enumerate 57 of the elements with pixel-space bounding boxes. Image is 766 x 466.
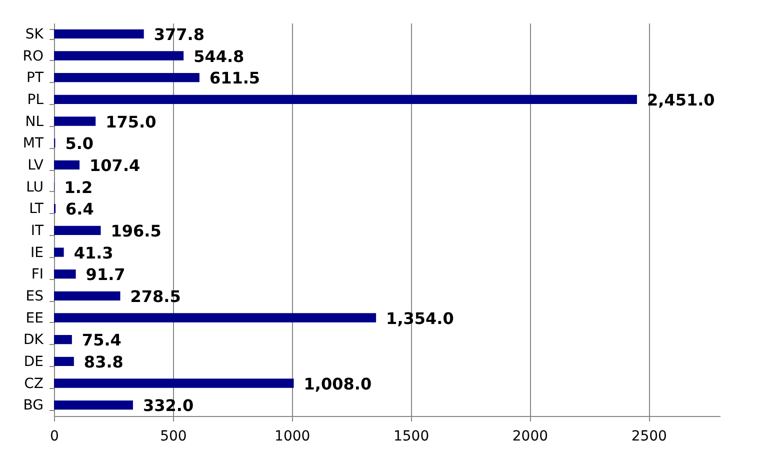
data-label: 1,008.0	[304, 374, 372, 394]
data-label: 278.5	[130, 286, 181, 306]
y-tick-label: IT	[30, 222, 44, 239]
y-tick-label: SK	[25, 26, 44, 42]
data-label: 332.0	[142, 396, 194, 416]
data-label: 41.3	[74, 243, 114, 262]
bar	[54, 270, 76, 279]
bar	[54, 160, 80, 170]
y-tick-label: BG	[23, 398, 44, 414]
data-label: 196.5	[110, 221, 162, 240]
bar	[54, 116, 96, 126]
y-tick-label: FI	[31, 266, 44, 283]
y-tick-label: MT	[22, 136, 44, 152]
data-label: 6.4	[66, 200, 94, 219]
x-tick-label: 0	[50, 428, 59, 444]
y-tick-label: CZ	[24, 376, 44, 392]
bar	[54, 378, 294, 388]
y-tick-label: LV	[28, 157, 44, 174]
x-tick-label: 500	[160, 428, 187, 444]
bar	[54, 400, 133, 410]
y-tick-label: LU	[26, 179, 44, 196]
y-tick-label: PT	[26, 70, 44, 86]
x-tick-label: 1500	[393, 428, 430, 444]
data-label: 2,451.0	[646, 90, 715, 110]
bar	[54, 94, 637, 104]
x-tick-label: 2500	[631, 428, 667, 444]
data-label: 91.7	[86, 265, 126, 284]
y-tick-label: ES	[26, 288, 44, 304]
y-tick-label: IE	[30, 244, 44, 261]
data-label: 75.4	[82, 330, 122, 350]
data-label: 5.0	[65, 134, 94, 154]
bar	[54, 313, 376, 322]
x-tick-label: 1000	[274, 428, 310, 444]
y-tick-label: DK	[24, 332, 44, 348]
bar	[54, 29, 144, 38]
bar	[54, 291, 120, 300]
y-tick-label: EE	[26, 310, 44, 326]
y-tick-label: RO	[22, 48, 44, 64]
y-tick-label: DE	[24, 354, 44, 370]
data-label: 1,354.0	[386, 308, 454, 328]
x-tick-label: 2000	[512, 428, 548, 444]
bar	[54, 248, 64, 257]
bar	[54, 51, 184, 60]
bar	[54, 226, 101, 235]
bar	[54, 335, 72, 344]
data-label: 107.4	[90, 156, 140, 175]
data-label: 83.8	[84, 352, 124, 372]
y-tick-label: NL	[25, 114, 44, 130]
data-label: 1.2	[64, 178, 93, 197]
bar	[54, 356, 74, 366]
data-label: 377.8	[154, 24, 204, 44]
bar	[54, 73, 200, 82]
data-label: 175.0	[106, 112, 156, 132]
data-label: 611.5	[209, 68, 260, 88]
y-tick-label: LT	[29, 201, 44, 218]
data-label: 544.8	[194, 46, 244, 66]
y-tick-label: PL	[27, 92, 44, 108]
